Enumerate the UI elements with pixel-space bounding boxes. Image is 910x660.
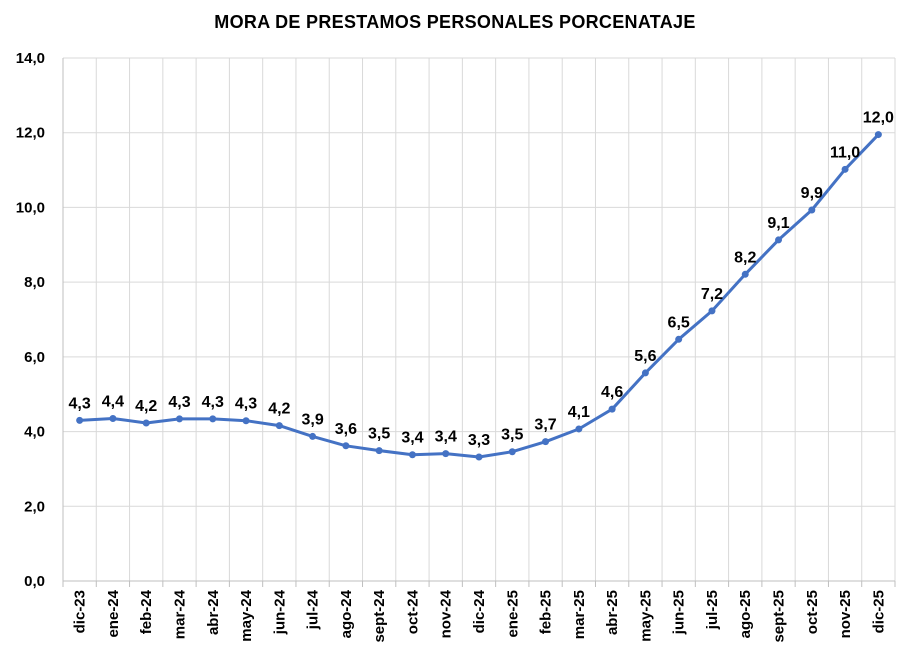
data-label: 4,4: [102, 393, 124, 410]
y-tick-label: 14,0: [16, 50, 45, 67]
data-point: [142, 419, 150, 427]
x-tick-label: jul-25: [704, 590, 721, 630]
x-tick-label: jun-24: [271, 589, 288, 635]
data-label: 3,5: [501, 427, 523, 444]
data-label: 4,2: [135, 398, 157, 415]
y-tick-label: 4,0: [24, 424, 45, 441]
data-point: [542, 438, 550, 446]
x-tick-label: ene-24: [105, 589, 122, 637]
data-label: 6,5: [668, 314, 690, 331]
data-point: [874, 131, 882, 139]
x-tick-label: ago-25: [737, 590, 754, 638]
data-point: [309, 432, 317, 440]
data-point: [76, 416, 84, 424]
x-tick-label: feb-25: [538, 590, 555, 634]
data-label: 8,2: [734, 249, 756, 266]
data-labels: 4,3 4,4 4,2 4,3 4,3 4,3 4,2 3,9 3,6 3,5 3,4 3,4 3,3 3…: [69, 110, 895, 449]
x-tick-label: sept-25: [771, 590, 788, 643]
y-tick-label: 8,0: [24, 274, 45, 291]
data-point: [741, 270, 749, 278]
x-tick-label: feb-24: [138, 589, 155, 634]
data-point: [808, 206, 816, 214]
y-tick-labels: 0,0 2,0 4,0 6,0 8,0 10,0 12,0 14,0: [16, 50, 45, 590]
chart-title: MORA DE PRESTAMOS PERSONALES PORCENATAJE: [214, 12, 696, 32]
data-label: 4,2: [268, 401, 290, 418]
x-tick-label: ene-25: [504, 590, 521, 638]
data-label: 3,5: [368, 426, 390, 443]
x-tick-label: dic-24: [471, 589, 488, 633]
data-point: [242, 417, 250, 425]
x-tick-label: oct-25: [804, 590, 821, 634]
data-label: 4,3: [202, 394, 224, 411]
gridlines: [63, 57, 896, 581]
data-label: 4,6: [601, 384, 623, 401]
x-tick-labels: dic-23 ene-24 feb-24 mar-24 abr-24 may-24 jun-…: [72, 589, 888, 642]
data-label: 7,2: [701, 286, 723, 303]
data-point: [375, 447, 383, 455]
data-point: [641, 369, 649, 377]
x-tick-label: jul-24: [305, 589, 322, 630]
data-label: 3,6: [335, 421, 357, 438]
data-point: [475, 453, 483, 461]
data-label: 3,3: [468, 432, 490, 449]
data-label: 4,3: [235, 396, 257, 413]
data-point: [209, 415, 217, 423]
data-label: 3,9: [301, 411, 323, 428]
data-label: 12,0: [863, 110, 894, 127]
data-label: 4,3: [69, 395, 91, 412]
y-tick-label: 6,0: [24, 349, 45, 366]
y-tick-label: 0,0: [24, 573, 45, 590]
data-point: [675, 335, 683, 343]
data-point: [109, 414, 117, 422]
data-label: 11,0: [830, 144, 860, 161]
data-point: [275, 422, 283, 430]
data-point: [408, 451, 416, 459]
x-tick-label: abr-24: [205, 589, 222, 635]
data-label: 4,3: [168, 394, 190, 411]
y-tick-label: 10,0: [16, 199, 45, 216]
series-line-group: [78, 133, 880, 459]
x-tick-label: jun-25: [671, 590, 688, 635]
data-point: [342, 442, 350, 450]
data-point: [175, 415, 183, 423]
y-tick-label: 2,0: [24, 498, 45, 515]
data-label: 5,6: [634, 348, 656, 365]
x-tick-label: may-24: [238, 589, 255, 641]
x-tick-label: nov-25: [837, 590, 854, 638]
data-points: [76, 131, 882, 461]
x-tick-label: nov-24: [438, 589, 455, 638]
data-label: 4,1: [568, 404, 590, 421]
x-tick-label: mar-24: [171, 589, 188, 639]
x-tick-label: ago-24: [338, 589, 355, 638]
data-point: [708, 307, 716, 315]
data-point: [608, 405, 616, 413]
data-label: 3,7: [534, 417, 556, 434]
x-tick-label: dic-23: [72, 590, 89, 633]
x-tick-label: dic-25: [870, 590, 887, 633]
data-point: [775, 236, 783, 244]
x-tick-label: mar-25: [571, 590, 588, 639]
y-tick-label: 12,0: [16, 125, 45, 142]
data-label: 9,1: [767, 215, 789, 232]
x-tick-label: sept-24: [371, 589, 388, 642]
axes: [62, 58, 896, 587]
data-point: [841, 165, 849, 173]
data-point: [442, 450, 450, 458]
data-point: [508, 448, 516, 456]
data-label: 9,9: [801, 185, 823, 202]
data-point: [575, 425, 583, 433]
x-tick-label: abr-25: [604, 590, 621, 635]
series-line: [78, 133, 880, 459]
data-label: 3,4: [435, 429, 457, 446]
x-tick-label: may-25: [637, 590, 654, 642]
data-label: 3,4: [401, 430, 423, 447]
x-tick-label: oct-24: [404, 589, 421, 634]
